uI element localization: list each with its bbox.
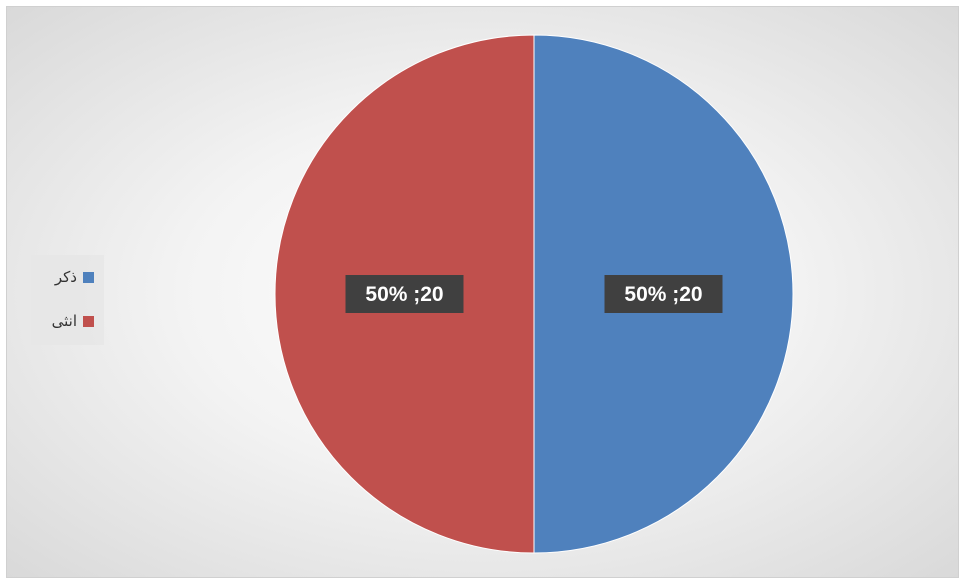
- chart-area: 20; 50% 20; 50% ذكر انثى: [6, 6, 959, 578]
- pie-data-label-0: 20; 50%: [604, 275, 723, 313]
- pie-data-label-bg-1: [345, 275, 464, 313]
- pie-data-label-text-0: 20; 50%: [624, 283, 702, 306]
- pie-data-label-bg-0: [604, 275, 723, 313]
- legend-item-male: ذكر: [55, 267, 94, 287]
- legend-swatch-female: [83, 315, 94, 327]
- legend-label-female: انثى: [51, 312, 77, 330]
- legend-swatch-male: [83, 271, 94, 283]
- pie-data-label-1: 20; 50%: [345, 275, 464, 313]
- legend-item-female: انثى: [52, 311, 94, 331]
- legend: ذكر انثى: [31, 255, 104, 345]
- legend-label-male: ذكر: [54, 268, 77, 286]
- pie-chart: 20; 50% 20; 50%: [274, 34, 794, 554]
- pie-data-label-text-1: 20; 50%: [365, 283, 443, 306]
